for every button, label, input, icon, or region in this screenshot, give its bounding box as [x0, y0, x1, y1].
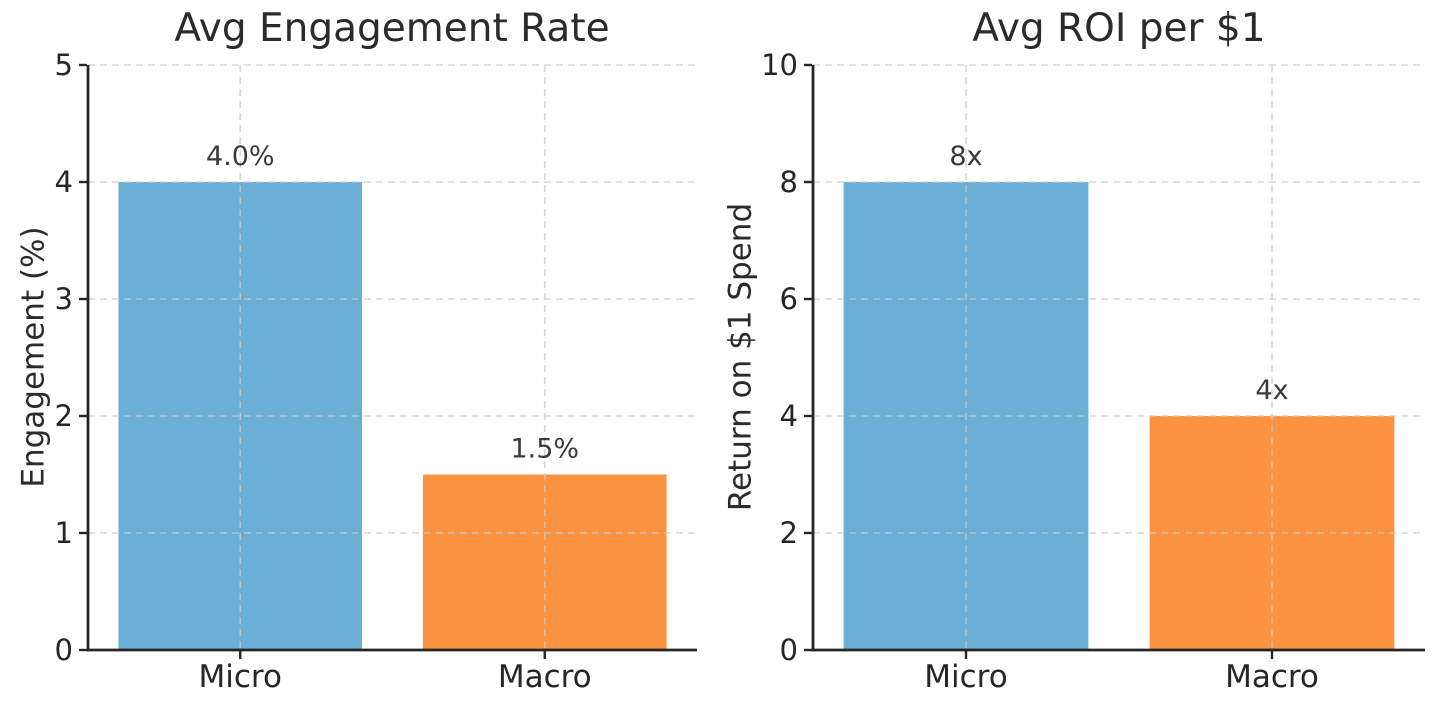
- x-tick-label-micro: Micro: [199, 659, 282, 695]
- y-tick-label: 10: [761, 48, 798, 82]
- x-tick-label-micro: Micro: [924, 659, 1007, 695]
- y-tick-label: 0: [780, 633, 798, 667]
- x-tick-label-macro: Macro: [1225, 659, 1319, 695]
- bar-value-label-macro: 1.5%: [510, 434, 579, 465]
- y-tick-label: 0: [55, 633, 73, 667]
- roi-bar-plot: 0 2 4 6 8 10 Micro Macro 8x 4x: [761, 48, 1425, 695]
- y-tick-label: 4: [780, 399, 798, 433]
- y-tick-label: 2: [780, 516, 798, 550]
- y-tick-label: 3: [55, 282, 73, 316]
- y-tick-label: 6: [780, 282, 798, 316]
- y-tick-label: 5: [55, 48, 73, 82]
- y-tick-label: 4: [55, 165, 73, 199]
- roi-chart-title: Avg ROI per $1: [972, 6, 1266, 51]
- x-tick-label-macro: Macro: [498, 659, 592, 695]
- bar-value-label-micro: 4.0%: [206, 141, 275, 172]
- bar-value-label-macro: 4x: [1255, 375, 1288, 406]
- y-tick-label: 1: [55, 516, 73, 550]
- engagement-bar-plot: 0 1 2 3 4 5 Micro Macro 4.0% 1.5%: [55, 48, 697, 695]
- bar-value-label-micro: 8x: [949, 141, 982, 172]
- y-tick-label: 8: [780, 165, 798, 199]
- y-tick-label: 2: [55, 399, 73, 433]
- engagement-chart-title: Avg Engagement Rate: [174, 6, 610, 51]
